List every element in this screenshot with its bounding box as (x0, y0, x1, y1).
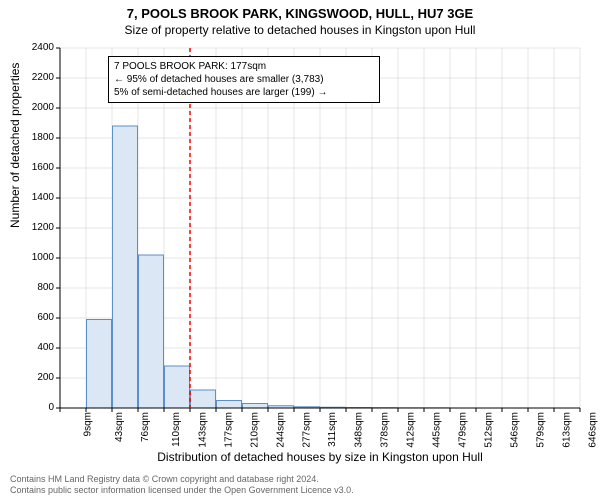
ytick-label: 1600 (24, 162, 54, 173)
xtick-label: 9sqm (82, 412, 93, 436)
ytick-label: 1400 (24, 192, 54, 203)
chart-subtitle: Size of property relative to detached ho… (0, 21, 600, 37)
ytick-label: 2000 (24, 102, 54, 113)
ytick-label: 600 (24, 312, 54, 323)
xtick-label: 348sqm (354, 412, 365, 448)
xtick-label: 177sqm (224, 412, 235, 448)
xtick-label: 277sqm (302, 412, 313, 448)
xtick-label: 110sqm (171, 412, 182, 447)
ytick-label: 0 (24, 402, 54, 413)
ytick-label: 200 (24, 372, 54, 383)
xtick-label: 646sqm (588, 412, 599, 448)
xtick-label: 613sqm (562, 412, 573, 448)
xtick-label: 43sqm (114, 412, 125, 442)
y-axis-label: Number of detached properties (8, 63, 22, 228)
ytick-label: 1000 (24, 252, 54, 263)
footer: Contains HM Land Registry data © Crown c… (10, 474, 354, 496)
xtick-label: 412sqm (406, 412, 417, 448)
xtick-label: 445sqm (432, 412, 443, 448)
xtick-label: 546sqm (510, 412, 521, 448)
xtick-label: 244sqm (276, 412, 287, 448)
xtick-label: 579sqm (536, 412, 547, 448)
xtick-label: 311sqm (327, 412, 338, 447)
ytick-label: 800 (24, 282, 54, 293)
xtick-label: 76sqm (140, 412, 151, 442)
xtick-label: 479sqm (458, 412, 469, 448)
xtick-label: 143sqm (198, 412, 209, 448)
chart-area: 7 POOLS BROOK PARK: 177sqm ← 95% of deta… (60, 48, 580, 408)
x-axis-label: Distribution of detached houses by size … (60, 450, 580, 464)
ytick-label: 1200 (24, 222, 54, 233)
ytick-label: 2400 (24, 42, 54, 53)
chart-title: 7, POOLS BROOK PARK, KINGSWOOD, HULL, HU… (0, 0, 600, 21)
annotation-line1: 7 POOLS BROOK PARK: 177sqm (114, 60, 374, 73)
chart-container: 7, POOLS BROOK PARK, KINGSWOOD, HULL, HU… (0, 0, 600, 500)
annotation-box: 7 POOLS BROOK PARK: 177sqm ← 95% of deta… (108, 56, 380, 103)
ytick-label: 2200 (24, 72, 54, 83)
xtick-label: 512sqm (484, 412, 495, 448)
xtick-label: 210sqm (250, 412, 261, 448)
annotation-line2: ← 95% of detached houses are smaller (3,… (114, 73, 374, 86)
xtick-label: 378sqm (380, 412, 391, 448)
ytick-label: 1800 (24, 132, 54, 143)
footer-line2: Contains public sector information licen… (10, 485, 354, 496)
annotation-line3: 5% of semi-detached houses are larger (1… (114, 86, 374, 99)
ytick-label: 400 (24, 342, 54, 353)
footer-line1: Contains HM Land Registry data © Crown c… (10, 474, 354, 485)
